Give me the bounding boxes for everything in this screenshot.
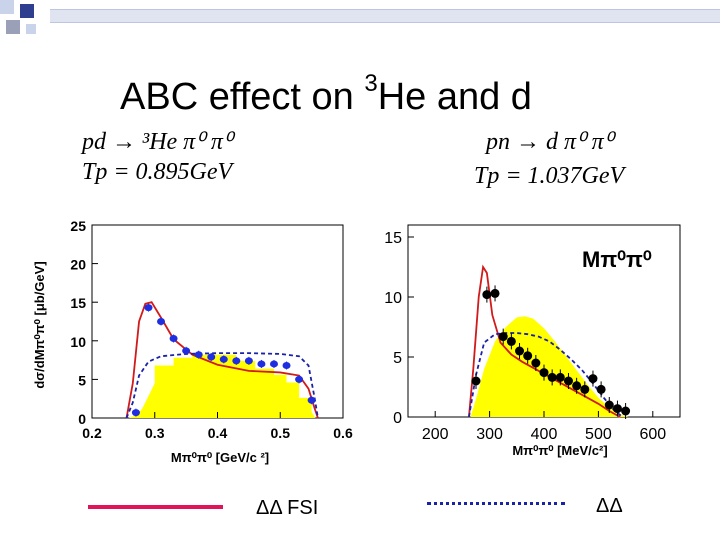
data-point (621, 406, 631, 416)
data-point (182, 347, 191, 355)
data-point (596, 384, 606, 394)
y-tick-label: 5 (78, 372, 86, 388)
x-tick-label: 0.3 (145, 425, 165, 441)
corner-decoration (0, 0, 60, 45)
data-point (169, 334, 178, 342)
x-tick-label: 400 (531, 426, 558, 443)
x-tick-label: 0.6 (333, 425, 353, 441)
data-point (498, 332, 508, 342)
x-tick-label: 0.2 (82, 425, 102, 441)
legend-solid-label: ΔΔ FSI (256, 497, 319, 519)
data-point (490, 288, 500, 298)
header-rule (50, 9, 720, 23)
data-point (257, 360, 266, 368)
data-point (269, 360, 278, 368)
data-point (580, 384, 590, 394)
data-point (523, 351, 533, 361)
x-tick-label: 200 (422, 426, 449, 443)
data-point (531, 358, 541, 368)
data-point (547, 372, 557, 382)
deco-square-grey (6, 20, 20, 34)
deco-square-light (0, 0, 14, 14)
x-tick-label: 600 (639, 426, 666, 443)
data-point (588, 374, 598, 384)
x-axis-title: Mπ⁰π⁰ [GeV/c ²] (171, 450, 269, 465)
y-tick-label: 10 (70, 334, 86, 350)
phase-space-area (470, 316, 629, 417)
data-point (295, 375, 304, 383)
y-tick-label: 10 (384, 290, 402, 307)
data-point (572, 381, 582, 391)
data-point (157, 318, 166, 325)
dd-curve (125, 352, 319, 419)
data-point (144, 304, 153, 312)
data-point (307, 396, 316, 404)
data-point (604, 400, 614, 410)
data-point (244, 357, 253, 365)
plot-label: Mπ⁰π⁰ (582, 247, 652, 272)
phase-space-area (128, 354, 316, 418)
data-point (563, 376, 573, 386)
right-reaction-formula: pn → d π⁰ π⁰ (486, 129, 614, 155)
y-tick-label: 15 (70, 295, 86, 311)
left-chart: 0.2 0.3 0.4 0.5 0.6 0 5 10 15 20 25 Mπ⁰π⁰ [GeV/c ²]… (32, 218, 353, 465)
data-point (515, 346, 525, 356)
slide-title: ABC effect on 3He and d (120, 70, 532, 118)
data-point (612, 404, 622, 414)
ddfsi-curve (125, 301, 319, 419)
ddfsi-curve (468, 264, 621, 418)
data-point (555, 372, 565, 382)
y-tick-label: 15 (384, 230, 402, 247)
data-point (282, 362, 291, 370)
legend-dotted-line (427, 502, 565, 505)
data-point (131, 409, 140, 417)
right-chart: 200 300 400 500 600 0 5 10 15 Mπ⁰π⁰ [MeV/c²] Mπ⁰π⁰ (384, 224, 681, 458)
data-point (506, 336, 516, 346)
data-point (471, 376, 481, 386)
y-tick-label: 20 (70, 257, 86, 273)
data-point (207, 353, 216, 361)
deco-square-blue (20, 4, 34, 18)
data-point (539, 368, 549, 378)
data-point (194, 351, 203, 359)
y-tick-label: 25 (70, 218, 86, 234)
data-point (219, 355, 228, 363)
right-energy-formula: Tp = 1.037GeV (474, 163, 625, 189)
x-tick-label: 0.5 (271, 425, 291, 441)
data-point (482, 290, 492, 300)
deco-square-light-2 (26, 24, 36, 34)
data-point (232, 357, 241, 365)
x-tick-label: 500 (585, 426, 612, 443)
legend-solid-line (88, 505, 223, 509)
y-tick-label: 0 (78, 411, 86, 427)
x-tick-label: 0.4 (208, 425, 228, 441)
x-axis-title: Mπ⁰π⁰ [MeV/c²] (512, 443, 607, 458)
legend-dotted-label: ΔΔ (596, 495, 623, 517)
y-axis-title: dσ/dMπ⁰π⁰ [μb/GeV] (32, 261, 47, 388)
x-tick-label: 300 (476, 426, 503, 443)
y-tick-label: 0 (393, 410, 402, 427)
left-reaction-formula: pd → ³He π⁰ π⁰ (82, 129, 233, 155)
left-energy-formula: Tp = 0.895GeV (82, 159, 233, 185)
y-tick-label: 5 (393, 350, 402, 367)
